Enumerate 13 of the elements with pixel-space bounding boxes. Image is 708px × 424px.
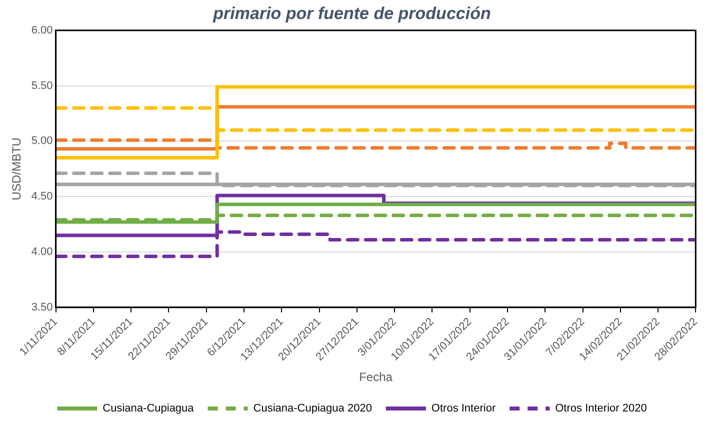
y-axis-title: USD/MBTU: [10, 138, 24, 200]
y-tick-label: 5.00: [31, 135, 53, 148]
y-tick-label: 4.00: [31, 246, 53, 258]
legend-label: Cusiana-Cupiagua: [102, 402, 195, 415]
x-axis-title: Fecha: [359, 370, 393, 384]
legend-label: Cusiana-Cupiagua 2020: [253, 402, 372, 415]
y-tick-label: 5.50: [31, 80, 53, 92]
legend-label: Otros Interior 2020: [555, 402, 647, 415]
y-tick-label: 6.00: [31, 24, 53, 36]
y-tick-label: 3.50: [31, 301, 53, 314]
legend-label: Otros Interior: [431, 402, 496, 415]
y-tick-label: 4.50: [31, 190, 53, 203]
chart-title: primario por fuente de producción: [212, 4, 491, 23]
